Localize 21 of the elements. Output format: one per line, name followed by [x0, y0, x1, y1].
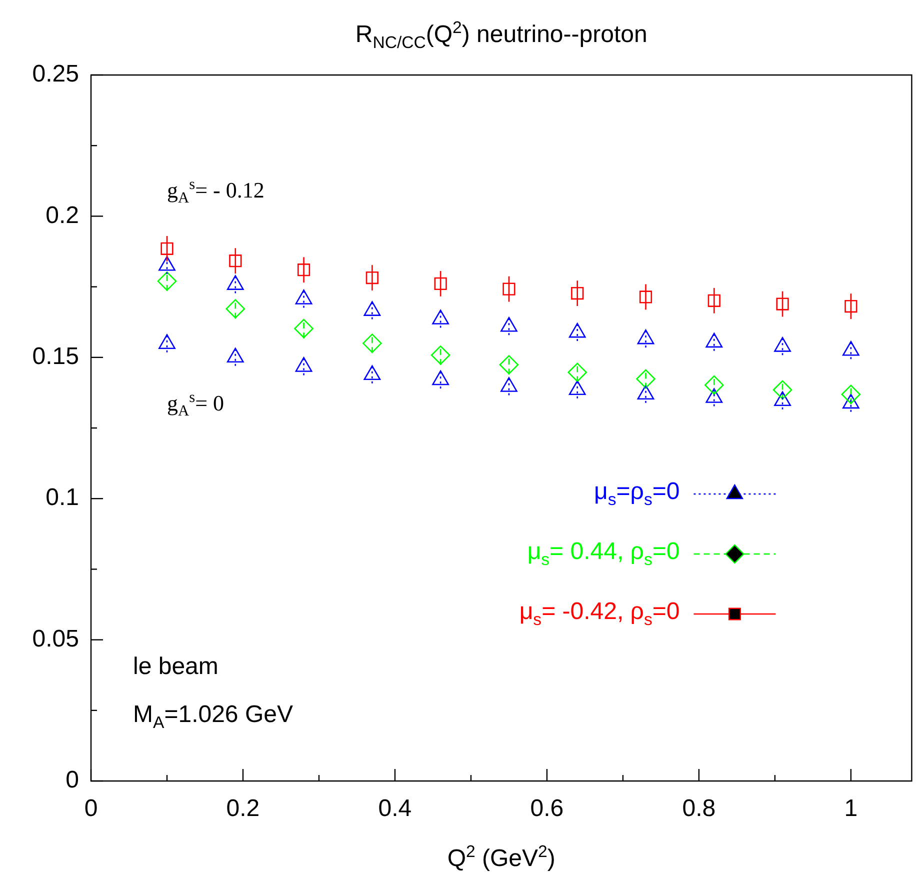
annotation: g$_{A}$$^{s}$= - 0.12 — [167, 176, 264, 207]
x-tick-label: 0.6 — [530, 795, 564, 822]
y-tick-label: 0.25 — [32, 60, 79, 88]
y-tick-label: 0.05 — [32, 625, 79, 652]
legend-label: μ$_{s}$=ρ$_{s}$=0 — [594, 478, 680, 509]
chart-title: R$_{NC/CC}$(Q$^{2}$) neutrino--proton — [355, 18, 648, 52]
y-tick-label: 0.2 — [46, 202, 79, 229]
y-tick-label: 0 — [66, 766, 79, 794]
x-tick-label: 0.8 — [682, 795, 716, 822]
y-tick-label: 0.1 — [46, 484, 79, 512]
x-tick-label: 0 — [84, 795, 98, 822]
legend-label: μ$_{s}$= 0.44, ρ$_{s}$=0 — [527, 538, 680, 569]
x-tick-label: 1 — [844, 795, 858, 822]
x-tick-label: 0.2 — [226, 795, 260, 822]
y-tick-label: 0.15 — [32, 343, 79, 370]
annotation: g$_{A}$$^{s}$= 0 — [167, 389, 224, 420]
annotation: M$_{A}$=1.026 GeV — [133, 701, 293, 732]
legend-label: μ$_{s}$= -0.42, ρ$_{s}$=0 — [519, 598, 680, 629]
annotation: le beam — [133, 653, 218, 680]
x-tick-label: 0.4 — [378, 795, 412, 822]
x-axis-title: Q$^{2}$ (GeV$^{2}$) — [447, 842, 556, 872]
